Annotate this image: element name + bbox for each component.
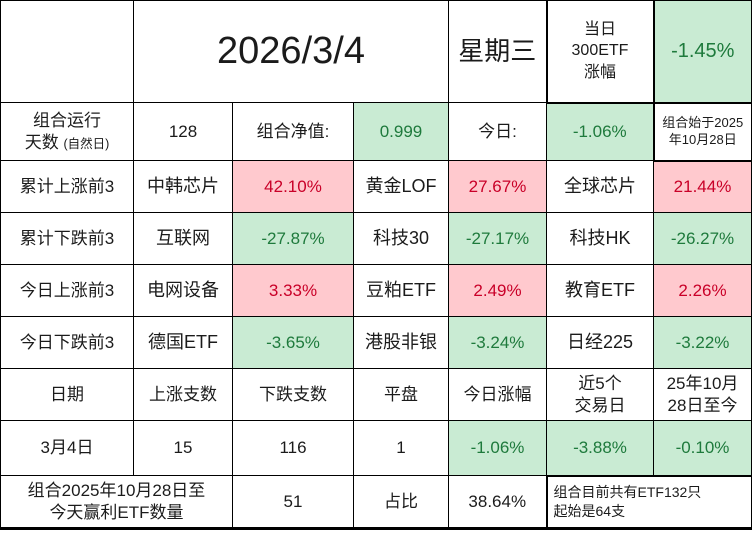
etf-count-note-line2: 起始是64支: [553, 502, 626, 519]
cell-etf-name[interactable]: 豆粕ETF: [353, 264, 449, 317]
run-days-label-line2: 天数 (自然日): [2, 132, 133, 153]
run-days-label-line1: 组合运行: [33, 111, 101, 131]
etf-count-note-line1: 组合目前共有ETF132只: [553, 483, 702, 500]
cell-stat-date[interactable]: 3月4日: [0, 420, 134, 476]
cell-stat-flat[interactable]: 1: [353, 420, 449, 476]
cell-etf-value[interactable]: 3.33%: [232, 264, 354, 317]
cell-etf-value[interactable]: -27.17%: [448, 212, 547, 265]
cell-etf-count-note[interactable]: 组合目前共有ETF132只 起始是64支: [545, 474, 752, 530]
cell-run-days-value[interactable]: 128: [133, 102, 233, 161]
cell-etf-name[interactable]: 互联网: [133, 212, 233, 265]
cell-ratio-value[interactable]: 38.64%: [448, 475, 547, 530]
header-recent5-line2: 交易日: [574, 395, 626, 415]
cell-header-today-change[interactable]: 今日涨幅: [448, 368, 547, 421]
run-days-word: 天数: [24, 132, 59, 152]
run-row: 组合运行 天数 (自然日) 128 组合净值: 0.999 今日: -1.06%…: [0, 101, 752, 162]
start-note-line1: 组合始于2025: [662, 114, 744, 130]
cell-etf300-change[interactable]: -1.45%: [653, 0, 752, 104]
cell-stat-down-count[interactable]: 116: [232, 420, 354, 476]
rank-row-cum-down: 累计下跌前3 互联网 -27.87% 科技30 -27.17% 科技HK -26…: [0, 212, 752, 265]
cell-rank-label[interactable]: 今日上涨前3: [0, 264, 134, 317]
cell-etf-name[interactable]: 港股非银: [353, 316, 449, 369]
cell-header-recent5[interactable]: 近5个 交易日: [546, 368, 654, 421]
etf300-label-line1: 当日: [583, 20, 616, 38]
cell-etf-name[interactable]: 黄金LOF: [353, 160, 449, 213]
etf300-label-line3: 涨幅: [583, 64, 616, 82]
cell-etf-value[interactable]: -26.27%: [653, 212, 752, 265]
cell-etf-name[interactable]: 日经225: [546, 316, 654, 369]
cell-today-change[interactable]: -1.06%: [546, 102, 654, 161]
header-recent5-line1: 近5个: [578, 374, 622, 394]
run-days-note: (自然日): [63, 136, 110, 151]
cell-report-date[interactable]: 2026/3/4: [133, 0, 449, 103]
cell-etf300-label[interactable]: 当日 300ETF 涨幅: [545, 0, 655, 104]
cell-etf-name[interactable]: 全球芯片: [546, 160, 654, 213]
cell-stat-recent5[interactable]: -3.88%: [546, 420, 654, 476]
cell-nav-label[interactable]: 组合净值:: [232, 102, 354, 161]
cell-etf-name[interactable]: 中韩芯片: [133, 160, 233, 213]
cell-etf-value[interactable]: 2.49%: [448, 264, 547, 317]
rank-row-day-up: 今日上涨前3 电网设备 3.33% 豆粕ETF 2.49% 教育ETF 2.26…: [0, 264, 752, 317]
cell-rank-label[interactable]: 累计上涨前3: [0, 160, 134, 213]
start-note-line2: 年10月28日: [668, 131, 737, 147]
win-label-line2: 今天赢利ETF数量: [49, 502, 184, 522]
cell-header-down-count[interactable]: 下跌支数: [232, 368, 354, 421]
rank-row-cum-up: 累计上涨前3 中韩芯片 42.10% 黄金LOF 27.67% 全球芯片 21.…: [0, 160, 752, 213]
cell-today-label[interactable]: 今日:: [448, 102, 547, 161]
cell-stat-since[interactable]: -0.10%: [653, 420, 752, 476]
win-label-line1: 组合2025年10月28日至: [27, 481, 206, 501]
header-since-line2: 28日至今: [667, 395, 738, 415]
cell-header-since[interactable]: 25年10月 28日至今: [653, 368, 752, 421]
cell-run-days-label[interactable]: 组合运行 天数 (自然日): [0, 102, 134, 161]
cell-header-flat[interactable]: 平盘: [353, 368, 449, 421]
cell-etf-value[interactable]: 27.67%: [448, 160, 547, 213]
cell-stat-up-count[interactable]: 15: [133, 420, 233, 476]
cell-header-up-count[interactable]: 上涨支数: [133, 368, 233, 421]
cell-rank-label[interactable]: 累计下跌前3: [0, 212, 134, 265]
cell-etf-name[interactable]: 科技30: [353, 212, 449, 265]
cell-etf-value[interactable]: -3.65%: [232, 316, 354, 369]
cell-header-date[interactable]: 日期: [0, 368, 134, 421]
summary-row: 组合2025年10月28日至 今天赢利ETF数量 51 占比 38.64% 组合…: [0, 474, 752, 530]
cell-etf-value[interactable]: -3.22%: [653, 316, 752, 369]
cell-stat-today-change[interactable]: -1.06%: [448, 420, 547, 476]
cell-etf-value[interactable]: -3.24%: [448, 316, 547, 369]
cell-etf-name[interactable]: 教育ETF: [546, 264, 654, 317]
cell-rank-label[interactable]: 今日下跌前3: [0, 316, 134, 369]
cell-empty-corner[interactable]: [0, 0, 134, 103]
stats-header-row: 日期 上涨支数 下跌支数 平盘 今日涨幅 近5个 交易日 25年10月 28日至…: [0, 368, 752, 421]
cell-etf-name[interactable]: 电网设备: [133, 264, 233, 317]
cell-etf-name[interactable]: 科技HK: [546, 212, 654, 265]
cell-start-note[interactable]: 组合始于2025 年10月28日: [652, 101, 752, 162]
cell-weekday[interactable]: 星期三: [448, 0, 547, 103]
rank-row-day-down: 今日下跌前3 德国ETF -3.65% 港股非银 -3.24% 日经225 -3…: [0, 316, 752, 369]
cell-ratio-label[interactable]: 占比: [353, 475, 449, 530]
cell-nav-value[interactable]: 0.999: [353, 102, 449, 161]
title-row: 2026/3/4 星期三 当日 300ETF 涨幅 -1.45%: [0, 0, 752, 104]
cell-win-label[interactable]: 组合2025年10月28日至 今天赢利ETF数量: [0, 475, 233, 530]
cell-win-count[interactable]: 51: [232, 475, 354, 530]
cell-etf-value[interactable]: 21.44%: [653, 160, 752, 213]
cell-etf-name[interactable]: 德国ETF: [133, 316, 233, 369]
etf300-label-line2: 300ETF: [571, 42, 629, 60]
cell-etf-value[interactable]: -27.87%: [232, 212, 354, 265]
cell-etf-value[interactable]: 42.10%: [232, 160, 354, 213]
stats-value-row: 3月4日 15 116 1 -1.06% -3.88% -0.10%: [0, 420, 752, 476]
cell-etf-value[interactable]: 2.26%: [653, 264, 752, 317]
header-since-line1: 25年10月: [666, 374, 739, 394]
